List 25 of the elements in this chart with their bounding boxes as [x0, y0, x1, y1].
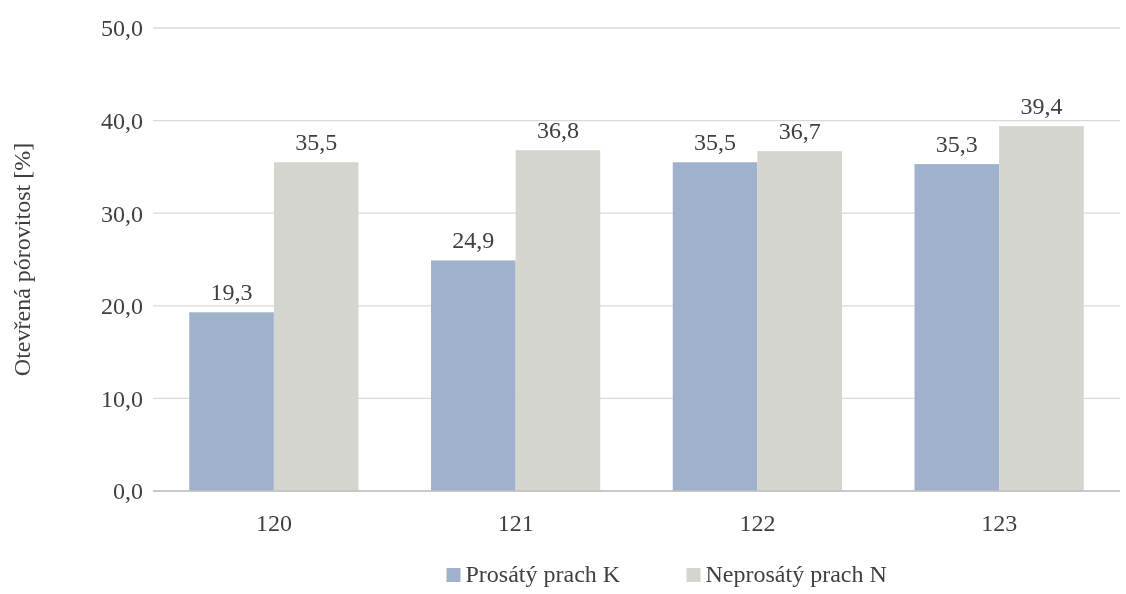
data-label: 39,4 — [1020, 93, 1063, 120]
bar — [672, 162, 758, 491]
x-tick-label: 121 — [497, 510, 534, 536]
x-tick-label: 122 — [739, 510, 776, 536]
data-label: 36,7 — [778, 118, 821, 145]
x-tick-label: 123 — [981, 510, 1018, 536]
data-label: 35,5 — [295, 129, 338, 156]
bar — [914, 164, 1000, 491]
data-label: 19,3 — [210, 279, 253, 306]
bar — [189, 312, 274, 491]
y-tick-label: 20,0 — [101, 293, 143, 320]
y-tick-label: 40,0 — [101, 108, 143, 134]
x-tick-label: 120 — [255, 510, 292, 536]
y-tick-label: 30,0 — [101, 200, 143, 227]
data-label: 36,8 — [536, 117, 579, 144]
data-label: 35,5 — [694, 129, 737, 156]
bar — [431, 260, 516, 491]
y-tick-label: 10,0 — [101, 385, 143, 412]
y-tick-label: 50,0 — [101, 15, 143, 42]
legend-label: Prosátý prach K — [465, 561, 621, 587]
y-tick-label: 0,0 — [113, 478, 143, 505]
data-label: 35,3 — [935, 131, 978, 158]
y-axis-title: Otevřená pórovitost [%] — [9, 142, 35, 377]
data-label: 24,9 — [452, 227, 495, 254]
legend-label: Neprosátý prach N — [705, 561, 887, 587]
